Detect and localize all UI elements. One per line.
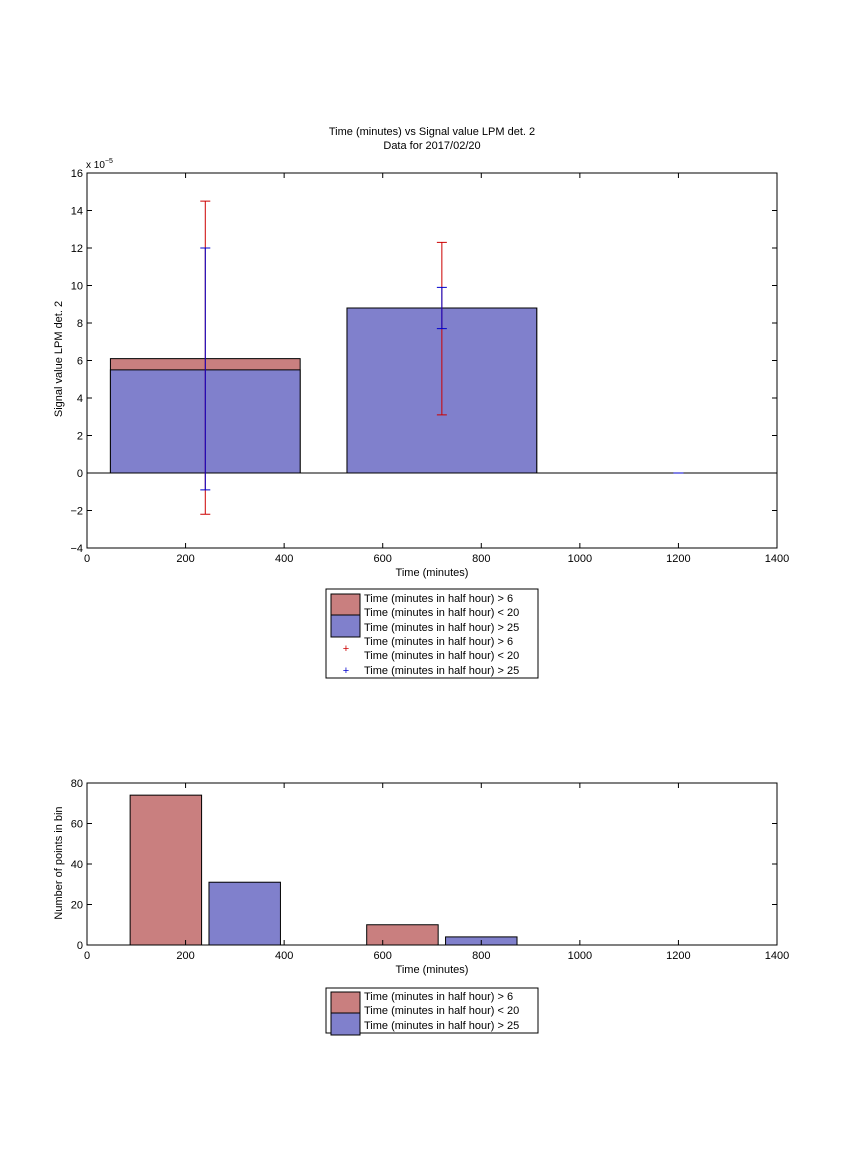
legend-swatch-red	[330, 593, 361, 617]
legend-marker-blue: +	[343, 665, 349, 677]
chart-subtitle: Data for 2017/02/20	[383, 140, 480, 152]
count-bar-blue-0	[208, 881, 281, 946]
y-tick-label: 60	[71, 819, 83, 831]
x-tick-label: 800	[472, 553, 490, 565]
legend-entry: Time (minutes in half hour) < 20	[364, 1005, 519, 1017]
count-legend: Time (minutes in half hour) > 6 Time (mi…	[325, 987, 539, 1036]
count-chart: 0 200 400 600 800 1000 1200 1400 0 20 40 60 80 Time …	[53, 778, 789, 1036]
y-tick-label: −4	[70, 543, 83, 555]
y-tick-label: −2	[70, 506, 83, 518]
chart-title: Time (minutes) vs Signal value LPM det. …	[329, 126, 535, 138]
x-tick-label: 1200	[666, 950, 690, 962]
y-tick-label: 16	[71, 168, 83, 180]
legend-swatch-blue	[330, 614, 361, 638]
legend-box	[325, 987, 539, 1034]
x-tick-label: 1000	[568, 950, 592, 962]
legend-entry: Time (minutes in half hour) > 6	[364, 593, 513, 605]
x-axis-label: Time (minutes)	[396, 567, 469, 579]
legend-box	[325, 588, 539, 679]
signal-marks	[87, 200, 777, 515]
x-tick-label: 0	[84, 553, 90, 565]
legend-entry: Time (minutes in half hour) < 20	[364, 607, 519, 619]
legend-entry: Time (minutes in half hour) > 6	[364, 991, 513, 1003]
y-axis-label: Signal value LPM det. 2	[53, 301, 65, 417]
legend-marker-red: +	[343, 643, 349, 655]
errorbar-blue-0	[200, 247, 211, 491]
legend-entry: Time (minutes in half hour) > 6	[364, 636, 513, 648]
legend-entry: Time (minutes in half hour) > 25	[364, 1020, 519, 1032]
signal-legend: + + Time (minutes in half hour) > 6 Time…	[325, 588, 539, 679]
x-tick-label: 400	[275, 553, 293, 565]
y-tick-label: 0	[77, 468, 83, 480]
x-tick-label: 800	[472, 950, 490, 962]
y-exponent-label: x 10−5	[86, 158, 113, 171]
y-tick-label: 6	[77, 356, 83, 368]
y-tick-label: 12	[71, 243, 83, 255]
count-marks	[129, 794, 518, 946]
signal-axes: 0 200 400 600 800 1000 1200 1400 −4 −2 0 2 4 6 8 10 12 14…	[70, 168, 789, 565]
x-tick-label: 600	[374, 553, 392, 565]
signal-chart: Time (minutes) vs Signal value LPM det. …	[53, 126, 789, 679]
count-bar-red-0	[129, 794, 203, 946]
y-tick-label: 0	[77, 940, 83, 952]
y-tick-label: 80	[71, 778, 83, 790]
legend-entry: Time (minutes in half hour) > 25	[364, 622, 519, 634]
x-tick-label: 200	[176, 950, 194, 962]
x-tick-label: 0	[84, 950, 90, 962]
errorbar-blue-1	[436, 286, 447, 330]
y-tick-label: 20	[71, 900, 83, 912]
y-tick-label: 10	[71, 281, 83, 293]
y-tick-label: 40	[71, 859, 83, 871]
y-tick-label: 8	[77, 318, 83, 330]
x-tick-label: 600	[374, 950, 392, 962]
legend-swatch-red	[330, 991, 361, 1015]
x-tick-label: 1400	[765, 950, 789, 962]
count-bar-red-1	[366, 924, 439, 946]
x-tick-label: 1000	[568, 553, 592, 565]
y-axis-label: Number of points in bin	[53, 806, 65, 919]
y-tick-label: 2	[77, 431, 83, 443]
x-tick-label: 200	[176, 553, 194, 565]
y-tick-label: 4	[77, 393, 83, 405]
y-tick-label: 14	[71, 206, 83, 218]
legend-entry: Time (minutes in half hour) > 25	[364, 665, 519, 677]
count-axes: 0 200 400 600 800 1000 1200 1400 0 20 40 60 80	[71, 778, 789, 962]
x-axis-label: Time (minutes)	[396, 964, 469, 976]
x-tick-label: 1400	[765, 553, 789, 565]
x-tick-label: 1200	[666, 553, 690, 565]
x-tick-label: 400	[275, 950, 293, 962]
legend-entry: Time (minutes in half hour) < 20	[364, 650, 519, 662]
legend-swatch-blue	[330, 1012, 361, 1036]
